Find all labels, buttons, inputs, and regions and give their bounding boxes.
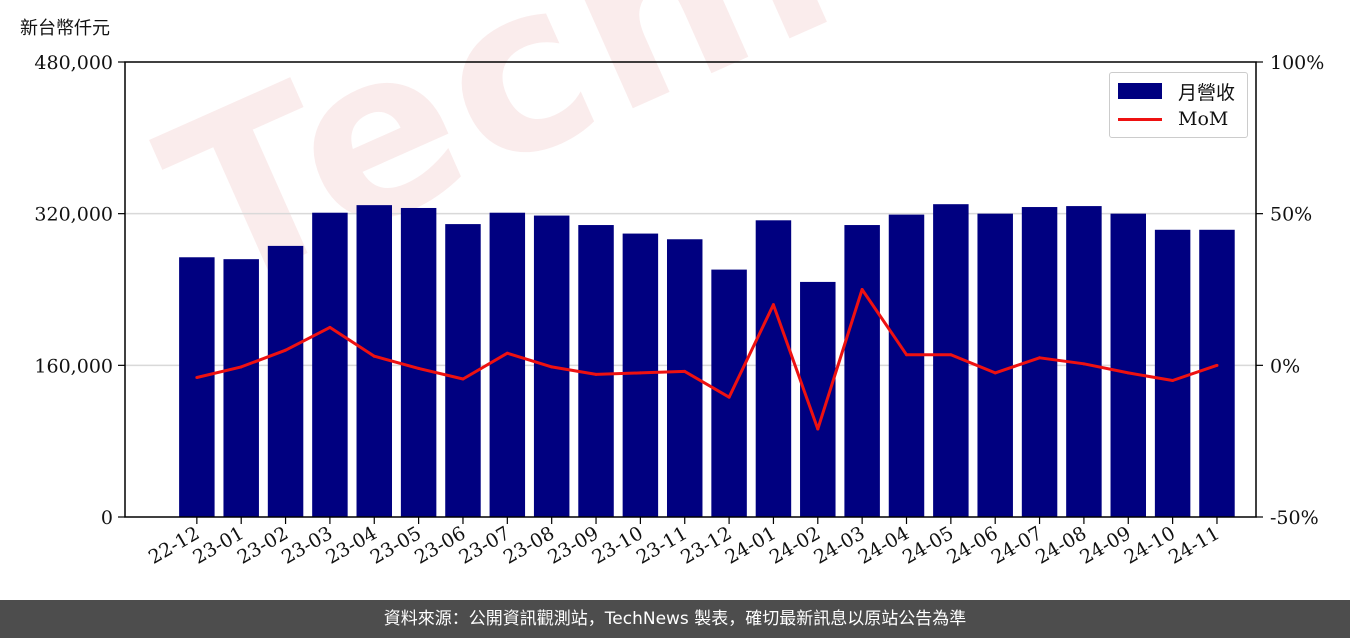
bar-23-04 — [356, 205, 393, 517]
mom-point-23-05 — [417, 366, 421, 370]
legend-swatch-bar — [1118, 83, 1162, 99]
mom-point-22-12 — [195, 375, 199, 379]
left-tick-label: 480,000 — [34, 52, 113, 74]
x-tick-label: 24-11 — [1165, 522, 1223, 568]
right-tick-label: -50% — [1270, 507, 1319, 529]
mom-point-24-02 — [816, 427, 820, 431]
mom-point-24-08 — [1082, 362, 1086, 366]
bar-23-05 — [400, 207, 437, 517]
left-tick-label: 0 — [101, 507, 113, 529]
mom-point-24-11 — [1215, 363, 1219, 367]
mom-point-24-09 — [1126, 371, 1130, 375]
bar-23-12 — [711, 269, 747, 517]
right-tick-label: 0% — [1270, 355, 1300, 377]
mom-point-23-02 — [284, 348, 288, 352]
mom-point-24-06 — [993, 371, 997, 375]
legend-label-bar: 月營收 — [1178, 81, 1236, 104]
bar-24-09 — [1110, 213, 1147, 517]
bar-23-07 — [489, 212, 526, 517]
mom-point-24-04 — [904, 353, 908, 357]
mom-point-23-01 — [239, 365, 243, 369]
mom-point-23-03 — [328, 325, 332, 329]
mom-point-23-10 — [638, 371, 642, 375]
mom-point-24-03 — [860, 288, 864, 291]
legend-item-line: MoM — [1118, 106, 1228, 132]
legend: 月營收 MoM — [1109, 72, 1248, 138]
bar-24-02 — [800, 281, 836, 517]
legend-item-bar: 月營收 — [1118, 78, 1235, 104]
mom-point-24-01 — [771, 303, 775, 307]
bar-24-11 — [1199, 229, 1235, 517]
source-footer: 資料來源：公開資訊觀測站，TechNews 製表，確切最新訊息以原站公告為準 — [0, 600, 1350, 638]
mom-point-24-10 — [1171, 379, 1175, 382]
bar-23-10 — [622, 233, 659, 517]
right-tick-label: 50% — [1270, 204, 1312, 226]
mom-point-23-07 — [505, 351, 509, 355]
chart: 0160,000320,000480,000-50%0%50%100%22-12… — [34, 52, 1324, 569]
y-axis-unit-label: 新台幣仟元 — [20, 18, 110, 39]
bar-23-01 — [223, 259, 259, 517]
mom-point-23-08 — [550, 365, 554, 369]
mom-point-23-06 — [461, 377, 465, 381]
mom-point-23-12 — [727, 395, 731, 399]
bar-23-02 — [267, 245, 304, 518]
legend-swatch-line — [1118, 117, 1162, 121]
mom-point-24-05 — [949, 353, 953, 357]
right-tick-label: 100% — [1270, 52, 1324, 74]
bar-22-12 — [179, 257, 215, 517]
bar-24-10 — [1154, 229, 1191, 517]
plot-frame — [124, 61, 1257, 518]
bar-24-04 — [888, 214, 925, 518]
bar-24-01 — [755, 220, 792, 518]
left-tick-label: 160,000 — [34, 355, 113, 377]
mom-point-24-07 — [1038, 356, 1042, 360]
mom-line — [196, 288, 1218, 431]
legend-label-line: MoM — [1178, 108, 1229, 130]
mom-point-23-09 — [594, 372, 598, 376]
mom-point-23-11 — [683, 369, 687, 373]
bar-24-03 — [844, 225, 880, 517]
bar-24-06 — [977, 213, 1013, 517]
bar-23-03 — [312, 212, 348, 517]
left-tick-label: 320,000 — [34, 204, 113, 226]
mom-point-23-04 — [372, 354, 376, 358]
